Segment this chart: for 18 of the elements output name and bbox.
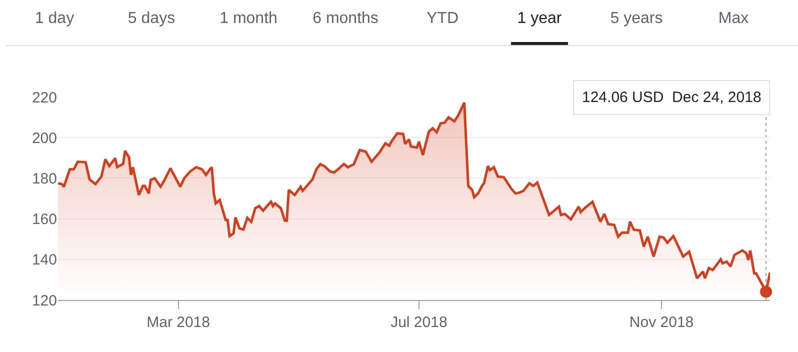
text: 1 month [218,9,278,29]
y-tick-label: 200 [32,130,57,147]
y-tick-label: 160 [32,211,57,228]
y-tick-label: 140 [32,252,57,269]
text: Max [717,9,750,29]
x-tick-label: Nov 2018 [629,314,694,331]
y-tick-label: 220 [32,89,57,106]
text: 6 months [312,9,380,29]
x-tick-label: Mar 2018 [146,314,210,331]
text: 5 years [609,9,664,29]
annotation: 124.06 USD Dec 24, 2018 [582,89,762,106]
x-tick-label: Jul 2018 [390,314,448,331]
y-tick-label: 120 [32,292,57,310]
text: 5 days [126,9,176,29]
y-tick-label: 180 [32,170,57,188]
text: 1 day [34,9,76,29]
text: YTD [426,9,460,29]
text: 1 year [516,9,563,29]
